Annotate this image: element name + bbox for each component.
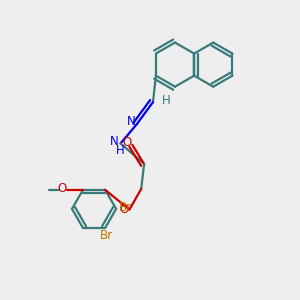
Text: O: O — [122, 136, 132, 149]
Text: N: N — [127, 116, 136, 128]
Text: Br: Br — [118, 201, 131, 214]
Text: O: O — [57, 182, 66, 195]
Text: O: O — [119, 203, 129, 216]
Text: Br: Br — [100, 229, 113, 242]
Text: N: N — [110, 135, 119, 148]
Text: H: H — [162, 94, 171, 107]
Text: H: H — [116, 144, 124, 157]
